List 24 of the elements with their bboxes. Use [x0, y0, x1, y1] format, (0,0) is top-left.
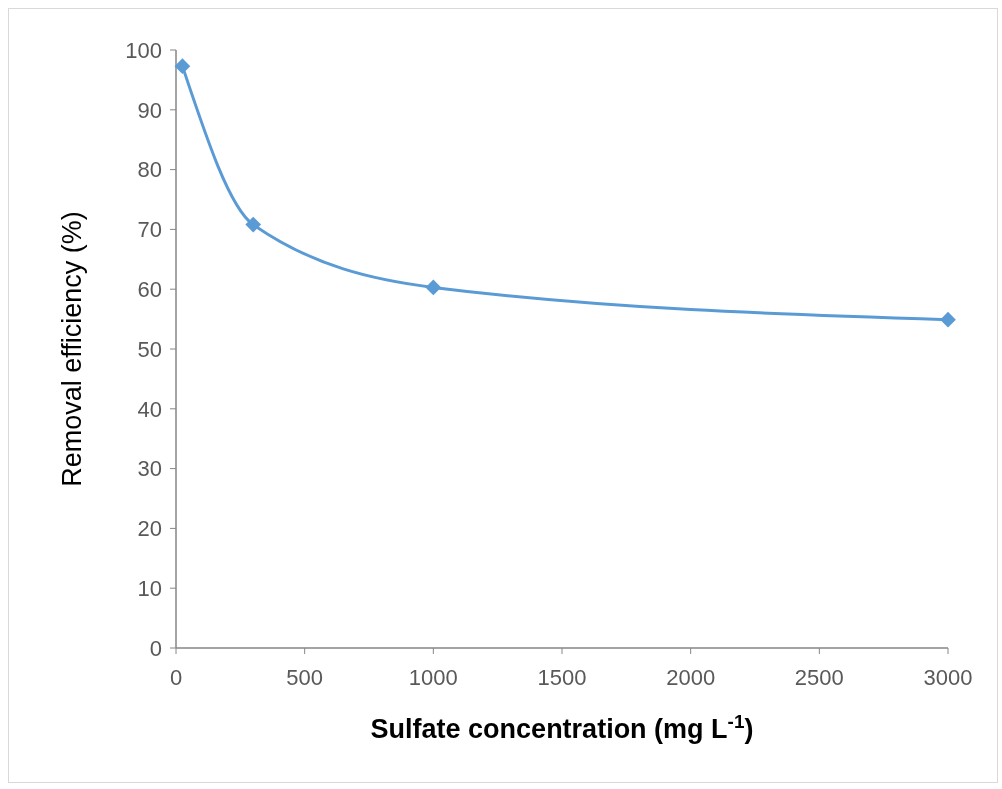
y-tick-label: 20 — [137, 516, 162, 542]
y-tick-label: 40 — [137, 396, 162, 422]
x-tick-label: 2500 — [794, 665, 844, 690]
point — [940, 311, 956, 328]
y-tick-label: 60 — [137, 276, 162, 302]
y-tick-label: 50 — [137, 336, 162, 362]
point — [245, 216, 262, 233]
y-tick-label: 70 — [137, 217, 162, 243]
x-tick-label: 1500 — [537, 665, 587, 690]
y-tick-label: 80 — [137, 157, 162, 183]
x-tick-label: 0 — [169, 665, 183, 690]
x-axis-title: Sulfate concentration (mg L$^{-1}$) — [370, 710, 754, 744]
point — [174, 58, 191, 74]
y-tick-label: 0 — [149, 635, 162, 661]
y-tick-label: 100 — [125, 37, 162, 63]
y-tick-label: 10 — [137, 575, 162, 601]
x-tick-label: 3000 — [923, 665, 973, 690]
x-tick-label: 1000 — [408, 665, 458, 690]
point — [425, 279, 442, 296]
y-tick-label: 90 — [137, 97, 162, 123]
y-tick-label: 30 — [137, 456, 162, 482]
x-tick-label: 500 — [286, 665, 324, 690]
y-axis-title: Removal efficiency (%) — [57, 211, 87, 487]
x-tick-label: 2000 — [666, 665, 716, 690]
